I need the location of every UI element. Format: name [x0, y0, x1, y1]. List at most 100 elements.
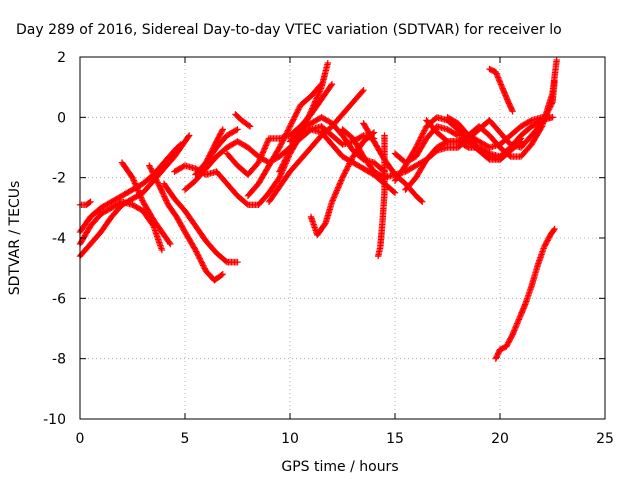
data-point	[258, 152, 265, 159]
data-point	[281, 158, 288, 165]
y-tick-label: -4	[52, 231, 66, 247]
data-point	[420, 128, 427, 136]
data-point	[328, 80, 336, 88]
data-point	[153, 176, 160, 183]
chart-title: Day 289 of 2016, Sidereal Day-to-day VTE…	[16, 22, 562, 38]
data-point	[289, 117, 296, 124]
data-point	[421, 125, 429, 133]
data-point	[293, 109, 301, 116]
data-point	[550, 226, 557, 234]
data-point	[484, 152, 492, 159]
data-point	[193, 248, 200, 255]
data-point	[147, 165, 154, 172]
data-point	[417, 134, 425, 141]
data-point	[288, 118, 296, 126]
data-point	[336, 181, 343, 188]
data-point	[324, 59, 331, 67]
data-point	[413, 142, 420, 150]
data-point	[549, 114, 556, 121]
data-point	[158, 246, 166, 254]
data-point	[291, 114, 298, 122]
x-tick-label: 15	[386, 431, 404, 447]
data-point	[256, 156, 263, 163]
data-point	[282, 155, 289, 163]
data-point	[286, 123, 294, 130]
data-point	[276, 144, 283, 151]
data-point	[218, 127, 226, 134]
data-point	[129, 174, 136, 181]
data-point	[340, 173, 347, 180]
data-point	[279, 162, 286, 170]
data-point	[198, 259, 205, 266]
data-point	[207, 150, 214, 158]
data-point	[419, 130, 427, 137]
data-point	[161, 193, 168, 200]
data-point	[276, 173, 284, 180]
data-point	[149, 169, 156, 176]
data-point	[346, 160, 353, 167]
data-point	[314, 92, 321, 99]
data-point	[132, 181, 139, 188]
data-point	[152, 175, 159, 182]
y-tick-label: -6	[52, 291, 66, 307]
data-point	[287, 121, 294, 129]
data-point	[212, 139, 219, 147]
data-point	[343, 166, 350, 173]
x-tick-label: 20	[491, 431, 509, 447]
data-point	[204, 156, 211, 163]
data-point	[195, 252, 202, 259]
data-point	[211, 141, 219, 148]
data-point	[137, 192, 144, 200]
data-point	[276, 168, 283, 175]
y-tick-label: 2	[57, 50, 66, 66]
data-point	[277, 167, 284, 174]
y-tick-label: 0	[57, 110, 66, 126]
data-point	[176, 219, 183, 226]
data-point	[158, 187, 165, 195]
data-point	[288, 120, 295, 127]
y-tick-label: -10	[43, 412, 66, 428]
data-point	[148, 166, 155, 174]
data-point	[232, 126, 240, 134]
data-point	[332, 190, 339, 197]
data-point	[280, 135, 287, 143]
data-point	[337, 178, 344, 186]
data-point	[201, 265, 208, 272]
data-point	[330, 194, 338, 201]
data-point	[282, 131, 289, 139]
data-point	[327, 82, 335, 89]
data-point	[278, 164, 285, 171]
x-tick-labels: 0 5 10 15 20 25	[76, 431, 614, 447]
data-point	[210, 143, 217, 151]
data-point	[538, 124, 545, 131]
data-point	[133, 182, 140, 190]
data-point	[262, 142, 270, 149]
data-point	[202, 159, 210, 166]
data-point	[419, 198, 426, 205]
data-point	[131, 180, 139, 187]
data-point	[162, 196, 169, 203]
data-point	[136, 191, 144, 198]
data-point	[197, 256, 204, 264]
data-point	[159, 189, 166, 196]
data-point	[155, 180, 162, 188]
data-point	[146, 163, 154, 171]
data-point	[313, 95, 320, 102]
data-point	[192, 246, 199, 254]
data-point	[417, 135, 424, 143]
data-point	[260, 146, 268, 154]
data-point	[295, 104, 303, 112]
data-point	[291, 113, 299, 120]
data-point	[463, 143, 471, 150]
data-point	[283, 154, 290, 161]
data-point	[281, 157, 289, 164]
data-point	[130, 177, 137, 184]
data-point	[194, 251, 201, 258]
data-point	[87, 198, 94, 205]
data-point	[414, 141, 421, 148]
data-point	[277, 142, 284, 150]
data-point	[421, 127, 428, 134]
data-point	[219, 271, 226, 278]
data-point	[205, 153, 212, 161]
data-point	[344, 164, 351, 172]
